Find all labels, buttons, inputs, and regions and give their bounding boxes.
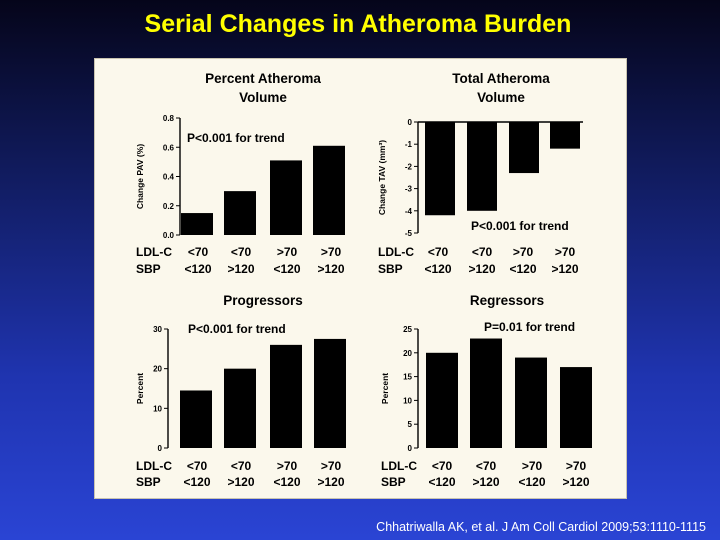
y-tick-label: 15 bbox=[403, 373, 412, 382]
category-sbp: <120 bbox=[518, 475, 545, 489]
category-ldl: >70 bbox=[566, 459, 587, 473]
y-tick-label: 0.4 bbox=[163, 173, 175, 182]
category-sbp: >120 bbox=[227, 262, 254, 276]
row-label-sbp: SBP bbox=[136, 262, 161, 276]
y-tick-label: 0.2 bbox=[163, 202, 175, 211]
bar bbox=[181, 213, 213, 235]
category-sbp: >120 bbox=[227, 475, 254, 489]
y-tick-label: -5 bbox=[405, 229, 413, 238]
bar bbox=[224, 191, 256, 235]
category-ldl: <70 bbox=[428, 245, 449, 259]
bar bbox=[509, 122, 539, 174]
trend-annotation: P<0.001 for trend bbox=[187, 131, 285, 145]
category-ldl: <70 bbox=[472, 245, 493, 259]
category-sbp: <120 bbox=[184, 262, 211, 276]
y-tick-label: 0 bbox=[158, 444, 163, 453]
bar bbox=[180, 390, 212, 448]
y-tick-label: 25 bbox=[403, 325, 412, 334]
y-tick-label: 10 bbox=[153, 404, 162, 413]
slide-title: Serial Changes in Atheroma Burden bbox=[144, 10, 572, 38]
y-axis-label: Change PAV (%) bbox=[135, 144, 145, 209]
category-ldl: >70 bbox=[321, 459, 342, 473]
chart-title: Total Atheroma bbox=[452, 71, 550, 86]
trend-annotation: P<0.001 for trend bbox=[188, 322, 286, 336]
y-tick-label: 0.6 bbox=[163, 143, 175, 152]
trend-annotation: P=0.01 for trend bbox=[484, 320, 575, 334]
bar bbox=[270, 160, 302, 235]
y-tick-label: 0.8 bbox=[163, 114, 175, 123]
bar bbox=[270, 344, 302, 448]
chart-title: Volume bbox=[477, 90, 525, 105]
y-tick-label: 20 bbox=[153, 365, 162, 374]
trend-annotation: P<0.001 for trend bbox=[471, 219, 569, 233]
category-ldl: <70 bbox=[231, 245, 252, 259]
category-sbp: <120 bbox=[183, 475, 210, 489]
category-sbp: >120 bbox=[317, 475, 344, 489]
category-sbp: <120 bbox=[509, 262, 536, 276]
y-tick-label: -3 bbox=[405, 185, 413, 194]
y-tick-label: -4 bbox=[405, 207, 413, 216]
y-axis-label: Percent bbox=[135, 373, 145, 404]
category-sbp: >120 bbox=[562, 475, 589, 489]
chart-panel: Percent Atheroma Volume 0.0 0.2 0.4 0.6 0.8 Cha… bbox=[94, 58, 627, 499]
chart-title: Regressors bbox=[470, 293, 544, 308]
y-tick-label: 0 bbox=[408, 444, 413, 453]
category-sbp: <120 bbox=[428, 475, 455, 489]
y-tick-label: 10 bbox=[403, 396, 412, 405]
row-label-sbp: SBP bbox=[136, 475, 161, 489]
category-sbp: >120 bbox=[551, 262, 578, 276]
category-ldl: >70 bbox=[555, 245, 576, 259]
y-tick-label: -2 bbox=[405, 162, 413, 171]
citation: Chhatriwalla AK, et al. J Am Coll Cardio… bbox=[376, 520, 706, 534]
row-label-ldl: LDL-C bbox=[136, 459, 172, 473]
bar bbox=[560, 367, 592, 448]
category-sbp: >120 bbox=[468, 262, 495, 276]
y-tick-label: -1 bbox=[405, 140, 413, 149]
category-ldl: <70 bbox=[476, 459, 497, 473]
y-axis-label: Percent bbox=[380, 373, 390, 404]
chart-title: Percent Atheroma bbox=[205, 71, 321, 86]
category-sbp: <120 bbox=[273, 262, 300, 276]
category-ldl: <70 bbox=[432, 459, 453, 473]
bar bbox=[426, 352, 458, 448]
category-sbp: <120 bbox=[424, 262, 451, 276]
bar bbox=[467, 122, 497, 211]
bar bbox=[314, 338, 346, 448]
y-tick-label: 0.0 bbox=[163, 231, 175, 240]
row-label-ldl: LDL-C bbox=[381, 459, 417, 473]
chart-title: Progressors bbox=[223, 293, 303, 308]
y-tick-label: 30 bbox=[153, 325, 162, 334]
category-ldl: >70 bbox=[321, 245, 342, 259]
charts-svg: Percent Atheroma Volume 0.0 0.2 0.4 0.6 0.8 Cha… bbox=[135, 71, 592, 489]
bar bbox=[550, 122, 580, 149]
category-ldl: <70 bbox=[231, 459, 252, 473]
row-label-ldl: LDL-C bbox=[136, 245, 172, 259]
chart-title: Volume bbox=[239, 90, 287, 105]
category-sbp: >120 bbox=[317, 262, 344, 276]
row-label-sbp: SBP bbox=[378, 262, 403, 276]
bar bbox=[515, 357, 547, 448]
category-ldl: <70 bbox=[187, 459, 208, 473]
row-label-sbp: SBP bbox=[381, 475, 406, 489]
bar bbox=[224, 368, 256, 448]
category-ldl: >70 bbox=[513, 245, 534, 259]
category-ldl: >70 bbox=[277, 459, 298, 473]
bar bbox=[313, 145, 345, 235]
category-ldl: >70 bbox=[522, 459, 543, 473]
category-sbp: <120 bbox=[273, 475, 300, 489]
row-label-ldl: LDL-C bbox=[378, 245, 414, 259]
bar bbox=[425, 122, 455, 216]
category-sbp: >120 bbox=[472, 475, 499, 489]
category-ldl: <70 bbox=[188, 245, 209, 259]
y-tick-label: 20 bbox=[403, 349, 412, 358]
bar bbox=[470, 338, 502, 448]
category-ldl: >70 bbox=[277, 245, 298, 259]
y-axis-label: Change TAV (mm³) bbox=[377, 140, 387, 215]
y-tick-label: 0 bbox=[408, 118, 413, 127]
y-tick-label: 5 bbox=[408, 420, 413, 429]
